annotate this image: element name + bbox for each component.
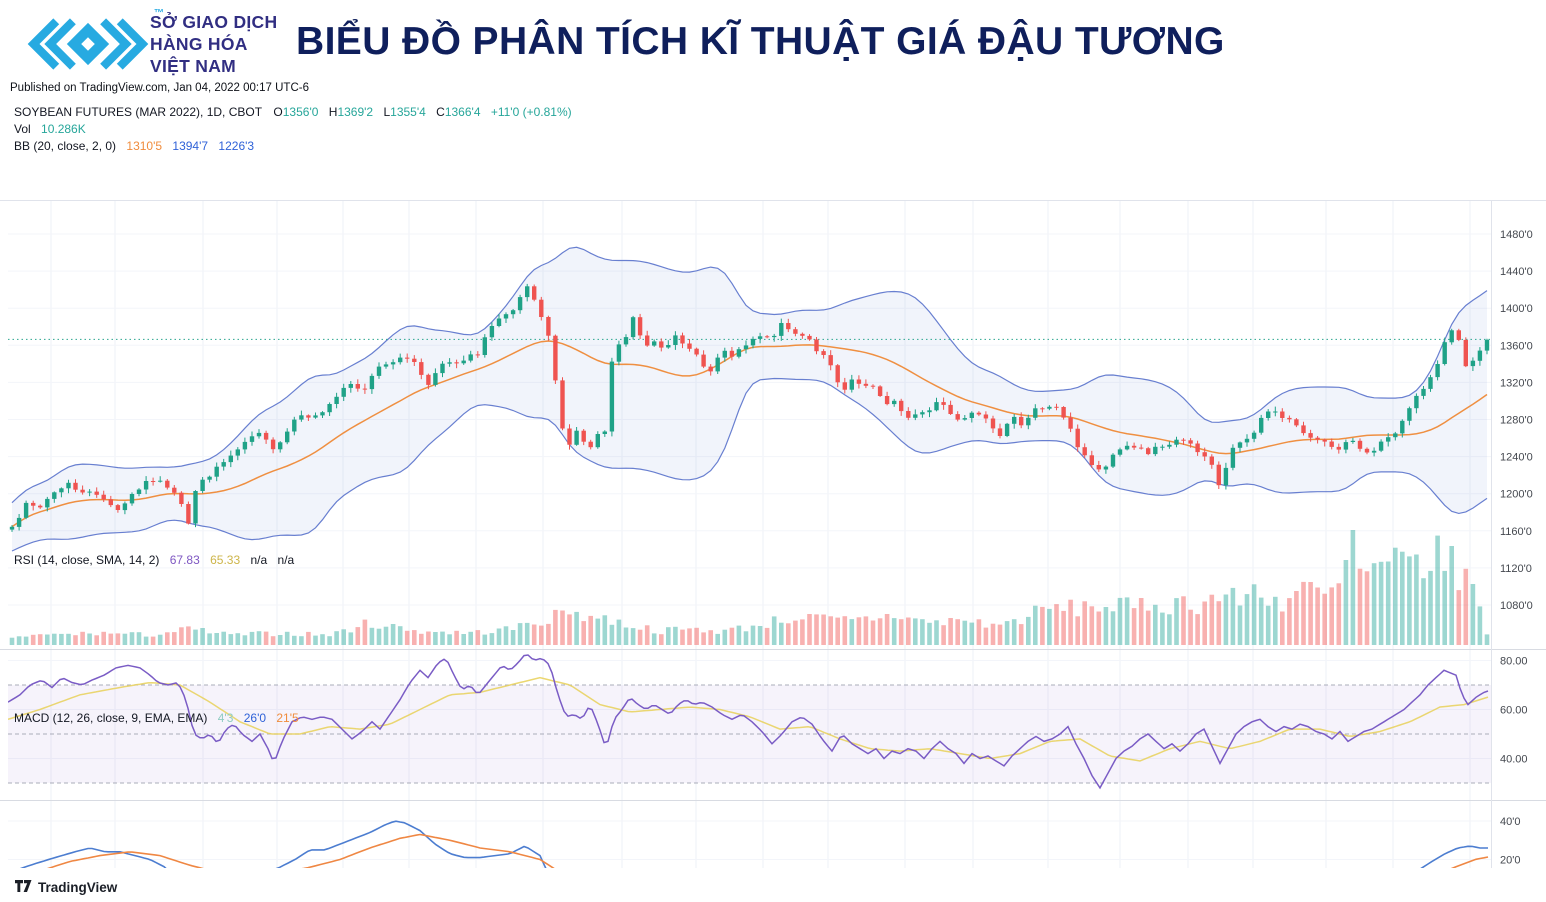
bb-label: BB (20, close, 2, 0): [14, 139, 117, 153]
chart-area[interactable]: 1480'0 1440'0 1400'0 1360'0 1320'0 1280'0 1240…: [0, 100, 1546, 902]
high-value: 1369'2: [337, 105, 374, 119]
svg-text:1200'0: 1200'0: [1500, 489, 1533, 501]
trademark-symbol: ™: [154, 8, 164, 19]
change-value: +11'0 (+0.81%): [490, 105, 572, 119]
rsi-value: 67.83: [169, 553, 200, 567]
svg-text:40.00: 40.00: [1500, 754, 1528, 766]
symbol-label: SOYBEAN FUTURES (MAR 2022), 1D, CBOT: [14, 105, 263, 119]
tradingview-icon: [15, 880, 32, 892]
published-line: Published on TradingView.com, Jan 04, 20…: [10, 82, 309, 94]
footer: TradingView: [15, 877, 117, 897]
svg-text:40'0: 40'0: [1500, 816, 1520, 828]
price-legend: SOYBEAN FUTURES (MAR 2022), 1D, CBOT O13…: [14, 105, 572, 119]
volume-legend: Vol 10.286K: [14, 122, 86, 136]
footer-brand: TradingView: [38, 879, 118, 895]
svg-text:1400'0: 1400'0: [1500, 303, 1533, 315]
svg-text:1480'0: 1480'0: [1500, 229, 1533, 241]
low-letter: L: [383, 105, 391, 119]
rsi-na1: n/a: [250, 553, 268, 567]
macd-signal-value: 21'5: [276, 711, 299, 725]
header: ™ SỞ GIAO DỊCH HÀNG HÓA VIỆT NAM BIỂU ĐỒ…: [0, 0, 1546, 86]
bb-lower-value: 1226'3: [218, 139, 255, 153]
bollinger-legend: BB (20, close, 2, 0) 1310'5 1394'7 1226'…: [14, 139, 254, 153]
close-letter: C: [436, 105, 445, 119]
rsi-na2: n/a: [277, 553, 295, 567]
volume-label: Vol: [14, 122, 31, 136]
open-value: 1356'0: [282, 105, 319, 119]
macd-line-value: 26'0: [243, 711, 267, 725]
svg-text:1080'0: 1080'0: [1500, 600, 1533, 612]
rsi-label: RSI (14, close, SMA, 14, 2): [14, 553, 160, 567]
rsi-legend: RSI (14, close, SMA, 14, 2) 67.83 65.33 …: [14, 553, 294, 567]
volume-value: 10.286K: [41, 122, 86, 136]
chart-canvas[interactable]: 1480'0 1440'0 1400'0 1360'0 1320'0 1280'0 1240…: [0, 100, 1546, 902]
svg-text:1440'0: 1440'0: [1500, 266, 1533, 278]
org-name-line1: SỞ GIAO DỊCH: [150, 12, 278, 32]
macd-hist-value: 4'3: [217, 711, 234, 725]
org-name-line2: HÀNG HÓA: [150, 33, 248, 54]
org-name-line3: VIỆT NAM: [150, 55, 237, 76]
macd-label: MACD (12, 26, close, 9, EMA, EMA): [14, 711, 208, 725]
bb-upper-value: 1394'7: [172, 139, 209, 153]
svg-text:1360'0: 1360'0: [1500, 340, 1533, 352]
svg-text:80.00: 80.00: [1500, 656, 1528, 668]
bb-basis-value: 1310'5: [126, 139, 163, 153]
high-letter: H: [328, 105, 338, 119]
svg-text:1120'0: 1120'0: [1500, 563, 1532, 575]
svg-text:60.00: 60.00: [1500, 705, 1528, 717]
close-value: 1366'4: [444, 105, 481, 119]
svg-text:1240'0: 1240'0: [1500, 452, 1533, 464]
mxv-logo-icon: [27, 18, 149, 70]
svg-text:1280'0: 1280'0: [1500, 415, 1533, 427]
low-value: 1355'4: [390, 105, 426, 119]
svg-text:20'0: 20'0: [1500, 855, 1520, 867]
page-title: BIỂU ĐỒ PHÂN TÍCH KĨ THUẬT GIÁ ĐẬU TƯƠNG: [296, 20, 1225, 63]
org-name: SỞ GIAO DỊCH HÀNG HÓA VIỆT NAM: [150, 12, 277, 78]
mxv-logo: ™: [26, 8, 176, 80]
svg-text:1160'0: 1160'0: [1500, 526, 1532, 538]
svg-text:1320'0: 1320'0: [1500, 377, 1533, 389]
macd-legend: MACD (12, 26, close, 9, EMA, EMA) 4'3 26…: [14, 711, 299, 725]
open-letter: O: [273, 105, 283, 119]
rsi-sma-value: 65.33: [210, 553, 241, 567]
